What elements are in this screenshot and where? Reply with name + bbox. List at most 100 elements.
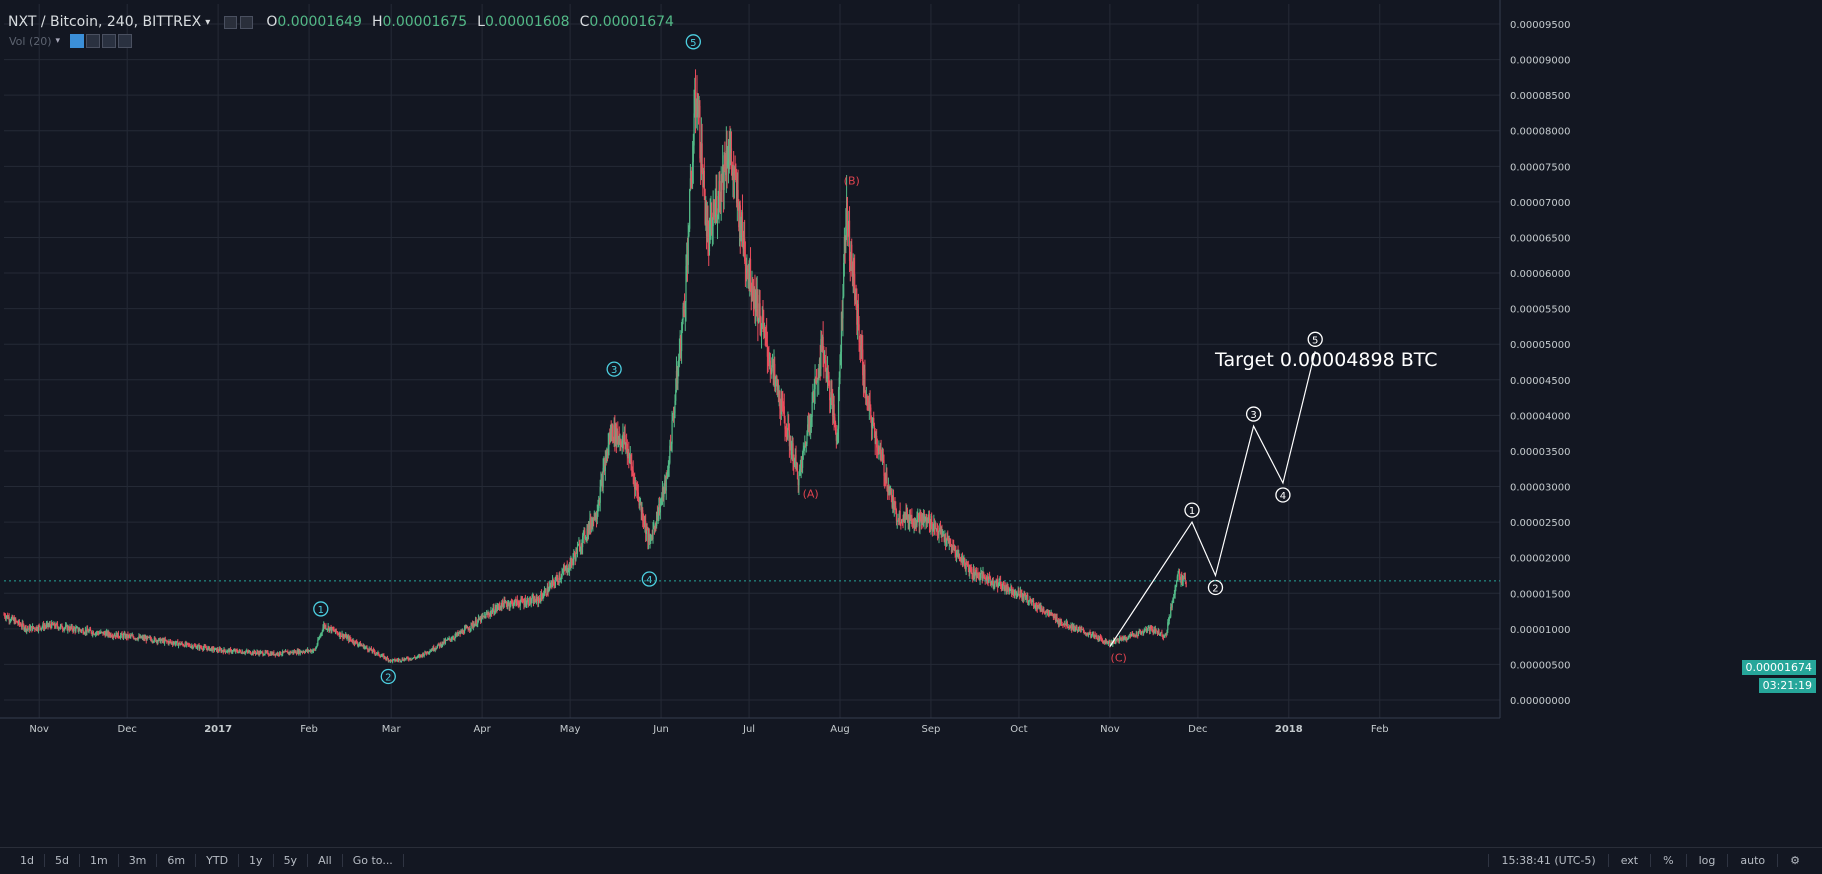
range-button[interactable]: 5d	[45, 854, 80, 867]
candle	[38, 625, 40, 627]
candle	[34, 629, 37, 631]
candle	[990, 580, 992, 584]
candle	[164, 639, 166, 644]
candle	[103, 632, 106, 634]
price-chart[interactable]: 0.000000000.000005000.000010000.00001500…	[0, 0, 1822, 848]
candle	[747, 268, 749, 272]
candle	[199, 645, 202, 648]
candle	[859, 344, 862, 350]
range-button[interactable]: 3m	[119, 854, 158, 867]
candle	[546, 586, 548, 595]
candle	[409, 658, 411, 660]
range-button[interactable]: 6m	[157, 854, 197, 867]
candle	[1079, 627, 1081, 629]
candle	[737, 189, 739, 204]
candle	[1126, 639, 1129, 641]
candle	[691, 181, 693, 183]
log-toggle[interactable]: log	[1685, 854, 1728, 867]
settings-icon[interactable]	[86, 34, 101, 48]
candle	[282, 651, 284, 654]
candle	[501, 600, 503, 609]
plus-icon[interactable]	[102, 34, 117, 48]
candle	[266, 651, 268, 653]
candle	[18, 620, 20, 624]
candle	[1140, 632, 1142, 634]
candle	[1046, 611, 1048, 613]
candle	[72, 629, 74, 631]
candle	[59, 625, 62, 628]
range-button[interactable]: 1m	[80, 854, 119, 867]
candle	[920, 513, 922, 515]
candle	[1156, 631, 1159, 634]
candle	[782, 398, 784, 405]
candle	[932, 530, 934, 532]
candle	[88, 630, 90, 633]
eye-icon[interactable]	[70, 34, 85, 48]
candle	[931, 515, 933, 529]
candle	[736, 178, 738, 203]
candle	[268, 654, 270, 656]
candle	[222, 651, 224, 653]
candle	[718, 181, 720, 209]
volume-dropdown-icon[interactable]: ▾	[55, 36, 61, 46]
candle	[267, 651, 269, 655]
candle	[1129, 634, 1131, 637]
candle	[1007, 583, 1009, 588]
auto-toggle[interactable]: auto	[1727, 854, 1777, 867]
range-button[interactable]: 1y	[239, 854, 274, 867]
candle	[48, 624, 51, 626]
range-button[interactable]: Go to...	[343, 854, 404, 867]
candle	[29, 626, 31, 631]
candle	[284, 651, 286, 653]
range-button[interactable]: 5y	[274, 854, 309, 867]
candle	[837, 428, 839, 436]
candle	[551, 580, 554, 586]
candle	[1153, 629, 1155, 632]
candle	[757, 294, 759, 323]
candle	[318, 639, 320, 641]
candle	[488, 614, 491, 616]
candle	[727, 160, 729, 167]
candle	[649, 537, 651, 542]
target-annotation: Target 0.00004898 BTC	[1214, 349, 1438, 371]
candle	[602, 467, 604, 488]
percent-toggle[interactable]: %	[1650, 854, 1685, 867]
range-button[interactable]: YTD	[196, 854, 240, 867]
candle	[1023, 593, 1025, 599]
candle	[956, 550, 958, 553]
gear-icon[interactable]: ⚙	[1777, 854, 1812, 867]
range-button[interactable]: All	[308, 854, 343, 867]
candle	[1002, 583, 1004, 590]
candle	[430, 649, 433, 651]
candle	[419, 654, 422, 657]
candle	[703, 170, 705, 188]
abc-label: (B)	[844, 175, 860, 188]
close-icon[interactable]	[118, 34, 133, 48]
candle	[909, 516, 911, 524]
candle	[268, 654, 271, 656]
settings-icon[interactable]	[224, 15, 238, 29]
volume-label[interactable]: Vol (20)	[9, 34, 52, 48]
symbol-title[interactable]: NXT / Bitcoin, 240, BITTREX	[8, 14, 202, 30]
candle	[636, 485, 638, 491]
symbol-dropdown-icon[interactable]: ▾	[205, 16, 211, 28]
ext-toggle[interactable]: ext	[1607, 854, 1650, 867]
candle	[132, 635, 134, 638]
candle	[287, 651, 289, 654]
range-button[interactable]: 1d	[10, 854, 45, 867]
candle	[422, 653, 424, 657]
candle	[766, 344, 768, 357]
hide-icon[interactable]	[240, 15, 254, 29]
candle	[701, 143, 703, 173]
candle	[1074, 629, 1076, 631]
candle	[34, 627, 36, 630]
candle	[194, 645, 196, 647]
candle	[891, 496, 893, 508]
candle	[199, 645, 201, 649]
candle	[227, 650, 229, 652]
candle	[1151, 628, 1153, 630]
candle	[961, 556, 963, 561]
wave-label: 2	[385, 673, 391, 684]
candle	[916, 515, 918, 526]
candle	[633, 476, 635, 480]
